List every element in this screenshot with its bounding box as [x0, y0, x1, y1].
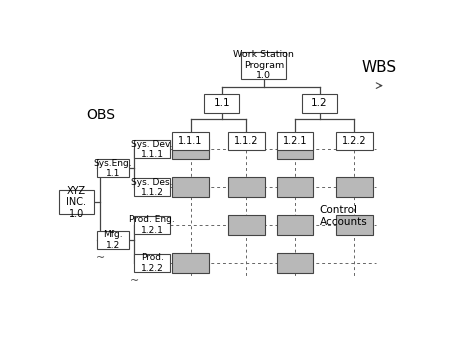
FancyBboxPatch shape [172, 177, 209, 197]
FancyBboxPatch shape [241, 52, 287, 79]
FancyBboxPatch shape [277, 132, 314, 150]
FancyBboxPatch shape [228, 132, 265, 150]
Text: ~: ~ [130, 276, 139, 286]
FancyBboxPatch shape [172, 253, 209, 273]
FancyBboxPatch shape [134, 216, 171, 234]
Text: Sys. Dev.
1.1.1: Sys. Dev. 1.1.1 [131, 140, 173, 159]
Text: OBS: OBS [86, 108, 115, 122]
FancyBboxPatch shape [59, 190, 94, 214]
Text: Control
Accounts: Control Accounts [320, 205, 367, 226]
FancyBboxPatch shape [134, 178, 171, 196]
FancyBboxPatch shape [302, 94, 337, 113]
Text: Prod.
1.2.2: Prod. 1.2.2 [141, 253, 164, 273]
Text: Sys.Eng.
1.1: Sys.Eng. 1.1 [94, 158, 132, 178]
Text: Work Station
Program
1.0: Work Station Program 1.0 [233, 50, 294, 80]
Text: 1.2.2: 1.2.2 [342, 136, 367, 146]
Text: Sys. Des.
1.1.2: Sys. Des. 1.1.2 [131, 177, 173, 197]
FancyBboxPatch shape [134, 140, 171, 158]
FancyBboxPatch shape [172, 139, 209, 159]
FancyBboxPatch shape [277, 177, 314, 197]
Text: Prod. Eng.
1.2.1: Prod. Eng. 1.2.1 [129, 215, 175, 235]
FancyBboxPatch shape [204, 94, 239, 113]
Text: 1.2: 1.2 [311, 98, 328, 108]
Text: 1.1.2: 1.1.2 [234, 136, 259, 146]
FancyBboxPatch shape [336, 177, 373, 197]
Text: ~: ~ [95, 253, 105, 263]
FancyBboxPatch shape [228, 177, 265, 197]
Text: WBS: WBS [361, 61, 396, 75]
FancyBboxPatch shape [277, 253, 314, 273]
FancyBboxPatch shape [277, 139, 314, 159]
FancyBboxPatch shape [97, 159, 129, 177]
FancyBboxPatch shape [336, 132, 373, 150]
Text: 1.1.1: 1.1.1 [178, 136, 202, 146]
FancyBboxPatch shape [277, 215, 314, 235]
FancyBboxPatch shape [172, 132, 209, 150]
FancyBboxPatch shape [228, 215, 265, 235]
Text: XYZ
INC.
1.0: XYZ INC. 1.0 [67, 186, 86, 219]
Text: 1.2.1: 1.2.1 [283, 136, 307, 146]
FancyBboxPatch shape [336, 215, 373, 235]
FancyBboxPatch shape [134, 254, 171, 272]
Text: Mfg.
1.2: Mfg. 1.2 [104, 231, 123, 250]
Text: 1.1: 1.1 [214, 98, 230, 108]
FancyBboxPatch shape [97, 231, 129, 249]
